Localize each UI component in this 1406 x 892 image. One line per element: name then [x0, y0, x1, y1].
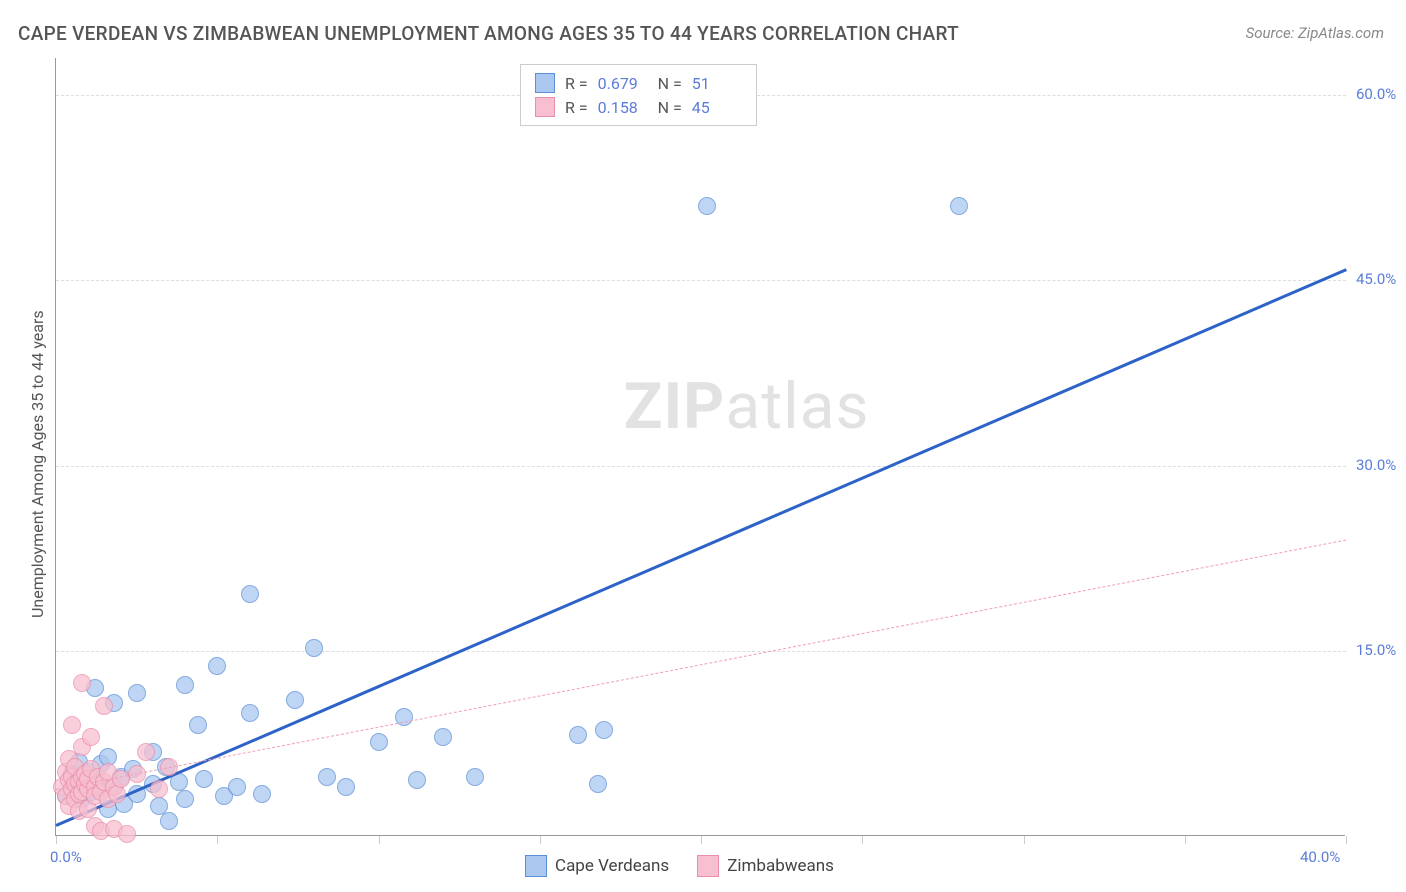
- data-point: [150, 780, 168, 798]
- data-point: [73, 674, 91, 692]
- data-point: [370, 733, 388, 751]
- data-point: [95, 697, 113, 715]
- data-point: [228, 778, 246, 796]
- data-point: [698, 197, 716, 215]
- chart-title: CAPE VERDEAN VS ZIMBABWEAN UNEMPLOYMENT …: [18, 22, 959, 45]
- y-axis-label: Unemployment Among Ages 35 to 44 years: [28, 310, 47, 618]
- trend-line: [56, 540, 1346, 790]
- n-value: 51: [692, 74, 742, 93]
- data-point: [241, 704, 259, 722]
- legend-label: Cape Verdeans: [555, 856, 669, 876]
- stats-row: R = 0.679 N = 51: [521, 71, 756, 95]
- source-label: Source: ZipAtlas.com: [1246, 24, 1384, 42]
- r-value: 0.679: [598, 74, 648, 93]
- trend-line: [55, 268, 1346, 826]
- r-label: R =: [565, 74, 588, 93]
- gridline-h: [56, 466, 1346, 467]
- data-point: [253, 785, 271, 803]
- legend-swatch: [525, 855, 547, 877]
- stats-legend-box: R = 0.679 N = 51 R = 0.158 N = 45: [520, 64, 757, 126]
- legend-swatch: [535, 73, 555, 93]
- x-tick-label: 40.0%: [1300, 848, 1340, 866]
- n-label: N =: [658, 98, 682, 117]
- data-point: [569, 726, 587, 744]
- data-point: [589, 775, 607, 793]
- x-tick: [217, 836, 218, 844]
- chart-container: CAPE VERDEAN VS ZIMBABWEAN UNEMPLOYMENT …: [0, 0, 1406, 892]
- data-point: [137, 743, 155, 761]
- data-point: [408, 771, 426, 789]
- data-point: [176, 676, 194, 694]
- y-tick-label: 30.0%: [1356, 456, 1396, 474]
- r-value: 0.158: [598, 98, 648, 117]
- y-tick-label: 15.0%: [1356, 641, 1396, 659]
- data-point: [337, 778, 355, 796]
- legend-item: Cape Verdeans: [525, 855, 669, 877]
- data-point: [950, 197, 968, 215]
- data-point: [434, 728, 452, 746]
- data-point: [208, 657, 226, 675]
- gridline-h: [56, 651, 1346, 652]
- y-tick-label: 60.0%: [1356, 85, 1396, 103]
- x-tick: [540, 836, 541, 844]
- data-point: [189, 716, 207, 734]
- data-point: [286, 691, 304, 709]
- x-tick: [379, 836, 380, 844]
- y-tick-label: 45.0%: [1356, 270, 1396, 288]
- data-point: [318, 768, 336, 786]
- x-tick: [1346, 836, 1347, 844]
- legend-label: Zimbabweans: [727, 856, 834, 876]
- x-tick-label: 0.0%: [50, 848, 82, 866]
- legend-swatch: [535, 97, 555, 117]
- data-point: [305, 639, 323, 657]
- n-value: 45: [692, 98, 742, 117]
- watermark-rest: atlas: [725, 369, 869, 444]
- data-point: [63, 716, 81, 734]
- data-point: [195, 770, 213, 788]
- watermark-bold: ZIP: [624, 369, 726, 444]
- data-point: [466, 768, 484, 786]
- data-point: [176, 790, 194, 808]
- legend-swatch: [697, 855, 719, 877]
- plot-area: ZIPatlas 15.0%30.0%45.0%60.0%0.0%40.0%: [55, 58, 1345, 836]
- data-point: [595, 721, 613, 739]
- data-point: [160, 812, 178, 830]
- legend-item: Zimbabweans: [697, 855, 834, 877]
- data-point: [118, 825, 136, 843]
- x-tick: [1185, 836, 1186, 844]
- bottom-legend: Cape Verdeans Zimbabweans: [525, 855, 834, 877]
- n-label: N =: [658, 74, 682, 93]
- watermark: ZIPatlas: [624, 369, 870, 444]
- x-tick: [701, 836, 702, 844]
- data-point: [82, 728, 100, 746]
- x-tick: [862, 836, 863, 844]
- stats-row: R = 0.158 N = 45: [521, 95, 756, 119]
- x-tick: [56, 836, 57, 844]
- x-tick: [1024, 836, 1025, 844]
- gridline-h: [56, 280, 1346, 281]
- data-point: [241, 585, 259, 603]
- data-point: [128, 684, 146, 702]
- r-label: R =: [565, 98, 588, 117]
